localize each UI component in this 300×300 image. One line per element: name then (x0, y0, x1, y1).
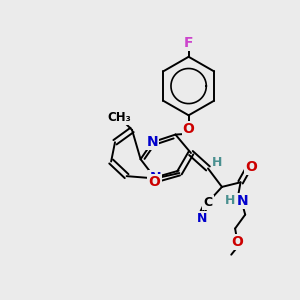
Text: N: N (149, 172, 161, 185)
Text: H: H (212, 156, 223, 169)
Text: N: N (196, 212, 207, 225)
Text: O: O (232, 236, 243, 249)
Text: O: O (245, 160, 257, 174)
Text: O: O (148, 175, 160, 189)
Text: N: N (146, 135, 158, 149)
Text: C: C (203, 196, 213, 209)
Text: O: O (183, 122, 195, 136)
Text: F: F (184, 36, 194, 50)
Text: H: H (224, 194, 235, 207)
Text: CH₃: CH₃ (108, 111, 131, 124)
Text: N: N (236, 194, 248, 208)
